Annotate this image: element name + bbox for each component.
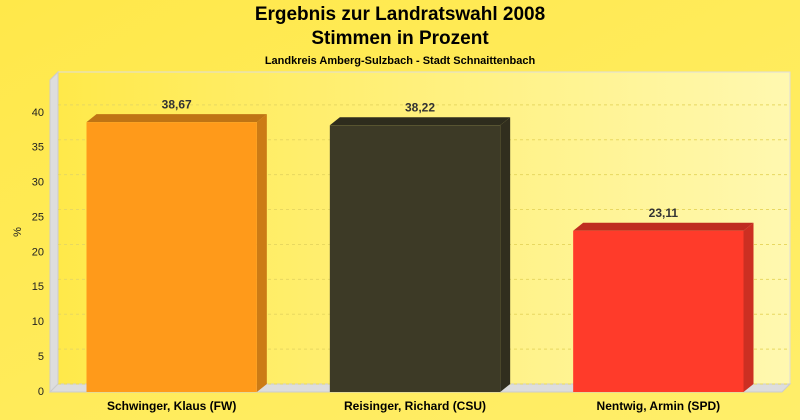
value-label: 38,67 — [162, 97, 192, 111]
y-tick-label: 0 — [38, 386, 44, 398]
chart-subtitle: Stimmen in Prozent — [311, 28, 489, 49]
bar-side — [743, 222, 754, 392]
y-tick-label: 25 — [32, 211, 44, 223]
y-tick-label: 10 — [32, 316, 44, 328]
bar-side — [256, 114, 267, 392]
bar — [329, 125, 501, 393]
value-label: 23,11 — [649, 206, 679, 220]
chart-title: Ergebnis zur Landratswahl 2008 — [255, 4, 545, 25]
y-axis-label: % — [12, 227, 24, 237]
y-tick-label: 15 — [32, 281, 44, 293]
y-tick-label: 20 — [32, 246, 44, 258]
bar-side — [500, 117, 511, 393]
x-tick-label: Nentwig, Armin (SPD) — [597, 399, 721, 413]
bar — [86, 122, 257, 392]
y-tick-label: 30 — [32, 177, 44, 189]
y-tick-label: 5 — [38, 351, 44, 363]
chart-caption: Landkreis Amberg-Sulzbach - Stadt Schnai… — [265, 55, 536, 67]
value-label: 38,22 — [405, 100, 435, 114]
bar-top — [329, 117, 511, 126]
x-tick-label: Schwinger, Klaus (FW) — [107, 399, 236, 413]
x-tick-label: Reisinger, Richard (CSU) — [344, 399, 486, 413]
bar-top — [86, 114, 267, 123]
bar — [573, 230, 744, 392]
y-tick-label: 35 — [32, 142, 44, 154]
side-wall — [49, 70, 59, 394]
y-tick-label: 40 — [32, 107, 44, 119]
bar-top — [573, 222, 754, 231]
